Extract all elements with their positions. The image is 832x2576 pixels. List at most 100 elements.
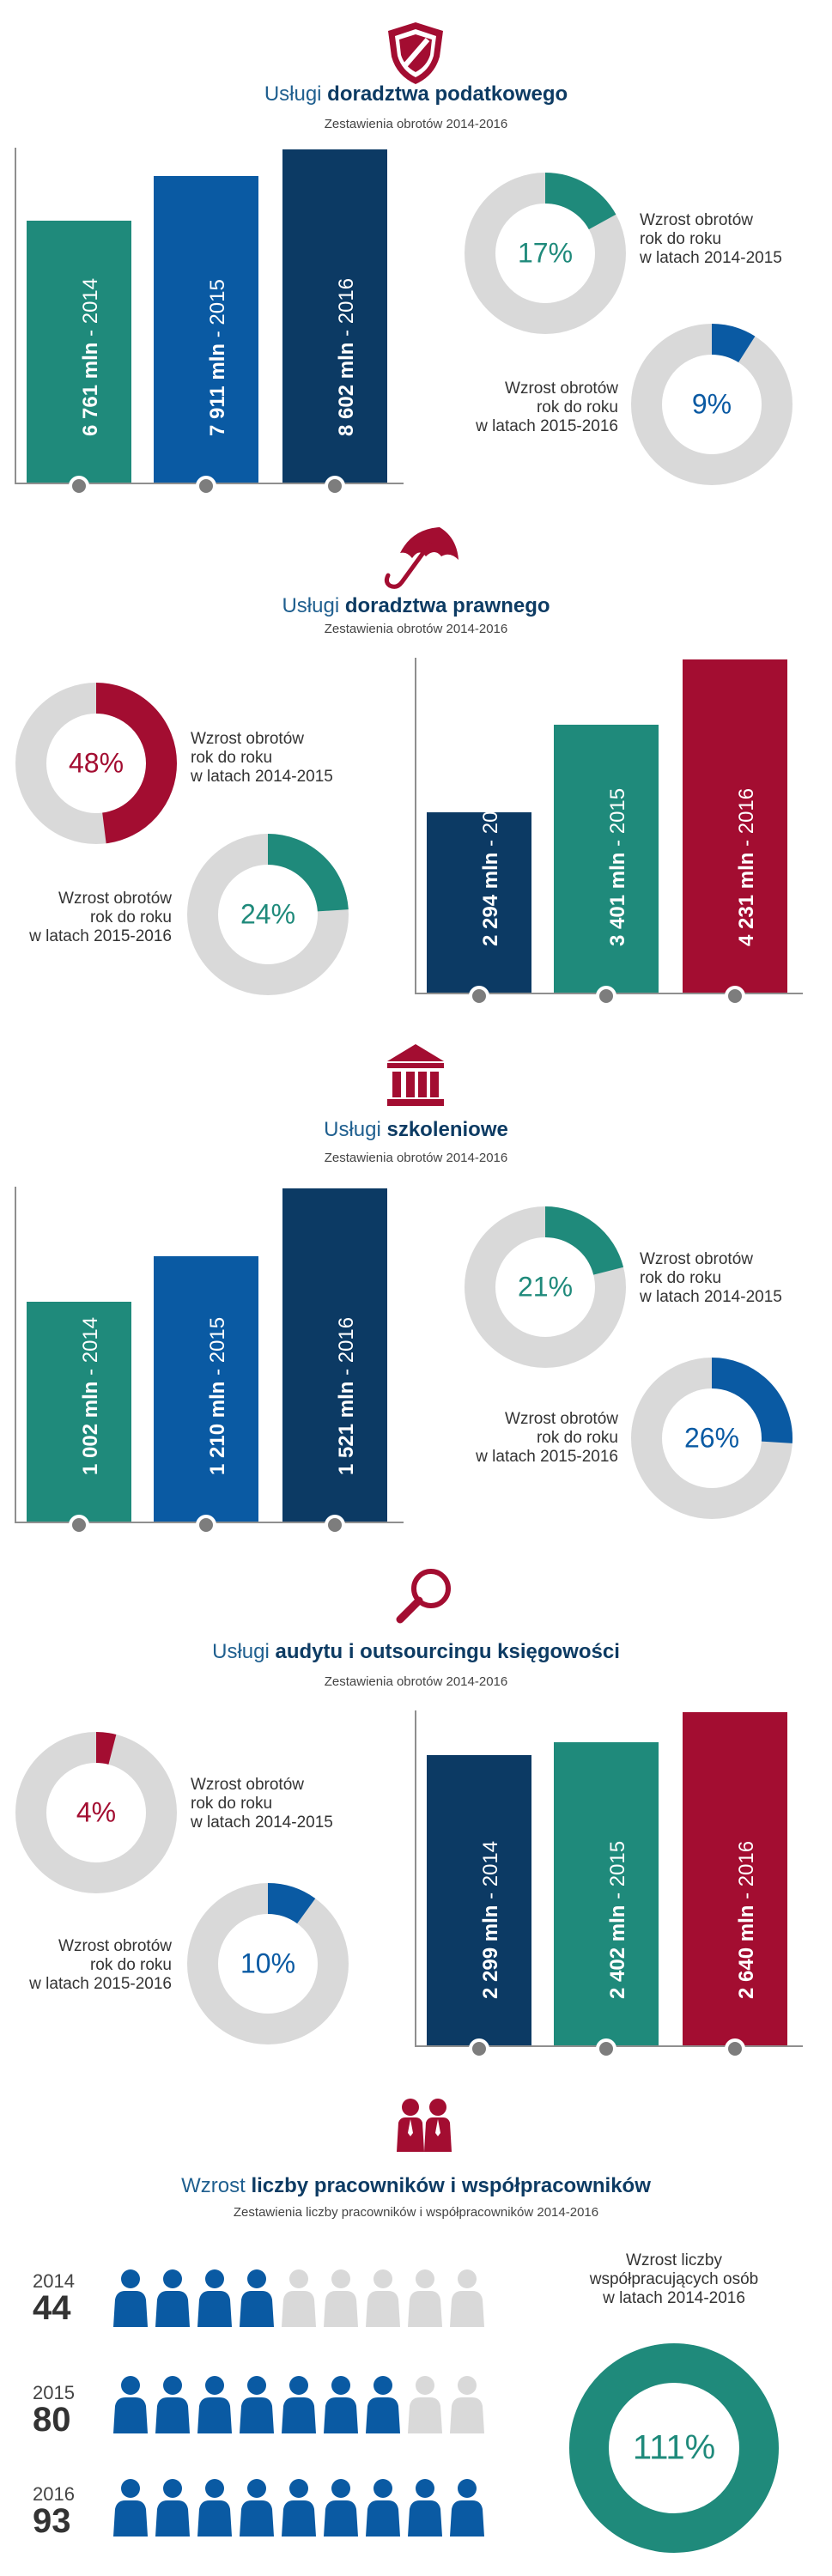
donut-slice [187,834,349,995]
person-icon [408,2376,442,2433]
person-icon [408,2269,442,2327]
growth-donut [465,173,626,334]
growth-value: 111% [632,2428,716,2467]
section-subtitle: Zestawienia liczby pracowników i współpr… [233,2205,599,2220]
section-title: Usługi szkoleniowe [324,1118,508,1141]
year-label: 2015 [33,2382,75,2403]
section-subtitle: Zestawienia obrotów 2014-2016 [324,1151,508,1165]
count-label: 93 [33,2502,71,2540]
person-icon [155,2479,190,2537]
person-icon [155,2376,190,2433]
person-icon [366,2479,400,2537]
person-icon [282,2479,316,2537]
donut-slice [465,1206,626,1368]
donut-slice [465,173,626,334]
bar-value-label: 2 299 mln - 2014 [479,1840,502,1999]
bar-2014: 6 761 mln - 2014 [27,221,131,483]
growth-value: 10% [240,1947,296,1979]
growth-note: Wzrost liczby współpracujących osób w lata… [589,2251,759,2307]
donut-slice [631,1358,793,1519]
growth-note: Wzrost obrotów rok do roku w latach 2014-2… [191,1776,333,1832]
growth-donut [187,834,349,995]
people-icon [397,2099,452,2152]
donut-slice [15,683,177,844]
person-icon [450,2269,484,2327]
bar-dot [69,476,89,496]
growth-note: Wzrost obrotów rok do roku w latach 2014-2… [640,1250,782,1306]
bar-chart: 6 761 mln - 2014 7 911 mln - 2015 8 602 ml… [15,148,404,496]
section-title: Usługi doradztwa podatkowego [264,82,568,106]
person-icon [324,2269,358,2327]
bar-dot [469,986,489,1006]
section-subtitle: Zestawienia obrotów 2014-2016 [324,622,508,636]
person-icon [366,2376,400,2433]
person-icon [282,2376,316,2433]
growth-value: 9% [691,388,732,420]
person-icon [324,2479,358,2537]
year-label: 2016 [33,2483,75,2505]
section-subtitle: Zestawienia obrotów 2014-2016 [324,117,508,131]
growth-donut [631,324,793,485]
growth-note: Wzrost obrotów rok do roku w latach 2015-2… [29,890,172,945]
growth-donut [15,683,177,844]
person-icon [240,2479,274,2537]
bar-2016: 4 231 mln - 2016 [683,659,787,993]
bar-dot [325,476,345,496]
person-icon [113,2269,148,2327]
person-icon [240,2376,274,2433]
person-icon [155,2269,190,2327]
person-icon [450,2479,484,2537]
person-icon [197,2479,232,2537]
year-label: 2014 [33,2270,75,2292]
bar-value-label: 1 521 mln - 2016 [335,1316,358,1475]
growth-note: Wzrost obrotów rok do roku w latach 2015-2… [476,380,618,435]
bar-value-label: 7 911 mln - 2015 [206,279,229,436]
growth-value: 4% [76,1796,117,1828]
bar-2014: 1 002 mln - 2014 [27,1302,131,1522]
person-icon [197,2376,232,2433]
bar-dot [69,1515,89,1535]
bar-value-label: 6 761 mln - 2014 [79,277,102,436]
growth-note: Wzrost obrotów rok do roku w latach 2015-2… [476,1410,618,1466]
bar-value-label: 2 640 mln - 2016 [735,1840,758,1999]
magnifier-icon [396,1569,451,1624]
bar-dot [469,2038,489,2059]
growth-note: Wzrost obrotów rok do roku w latach 2015-2… [29,1937,172,1993]
person-icon [450,2376,484,2433]
bar-value-label: 4 231 mln - 2016 [735,787,758,946]
bar-dot [196,476,216,496]
person-icon [366,2269,400,2327]
donut-slice [631,324,793,485]
person-icon [240,2269,274,2327]
bar-value-label: 1 002 mln - 2014 [79,1316,102,1475]
institution-icon [387,1044,444,1106]
bar-dot [725,986,745,1006]
shield-icon [388,22,443,84]
growth-donut [631,1358,793,1519]
growth-value: 26% [683,1422,740,1454]
bar-chart: 2 299 mln - 2014 2 402 mln - 2015 2 640 ml… [415,1710,803,2059]
bar-2016: 2 640 mln - 2016 [683,1712,787,2045]
bar-value-label: 2 294 mln - 2014 [479,787,502,946]
bar-value-label: 3 401 mln - 2015 [606,787,629,946]
bar-chart: 2 294 mln - 2014 3 401 mln - 2015 4 231 ml… [415,658,803,1006]
person-icon [324,2376,358,2433]
section-subtitle: Zestawienia obrotów 2014-2016 [324,1674,508,1689]
count-label: 44 [33,2289,71,2327]
growth-value: 17% [517,237,574,269]
bar-dot [196,1515,216,1535]
umbrella-icon [384,527,459,589]
bar-2015: 1 210 mln - 2015 [154,1256,258,1522]
bar-2015: 3 401 mln - 2015 [554,725,659,993]
section-title: Usługi doradztwa prawnego [282,594,550,617]
bar-2015: 2 402 mln - 2015 [554,1742,659,2045]
growth-value: 21% [517,1271,574,1303]
bar-2015: 7 911 mln - 2015 [154,176,258,483]
bar-dot [325,1515,345,1535]
person-icon [282,2269,316,2327]
section-title: Wzrost liczby pracowników i współpracown… [181,2174,651,2197]
bar-dot [596,986,616,1006]
bar-value-label: 1 210 mln - 2015 [206,1316,229,1475]
growth-note: Wzrost obrotów rok do roku w latach 2014-2… [640,211,782,267]
growth-value: 48% [68,747,124,779]
